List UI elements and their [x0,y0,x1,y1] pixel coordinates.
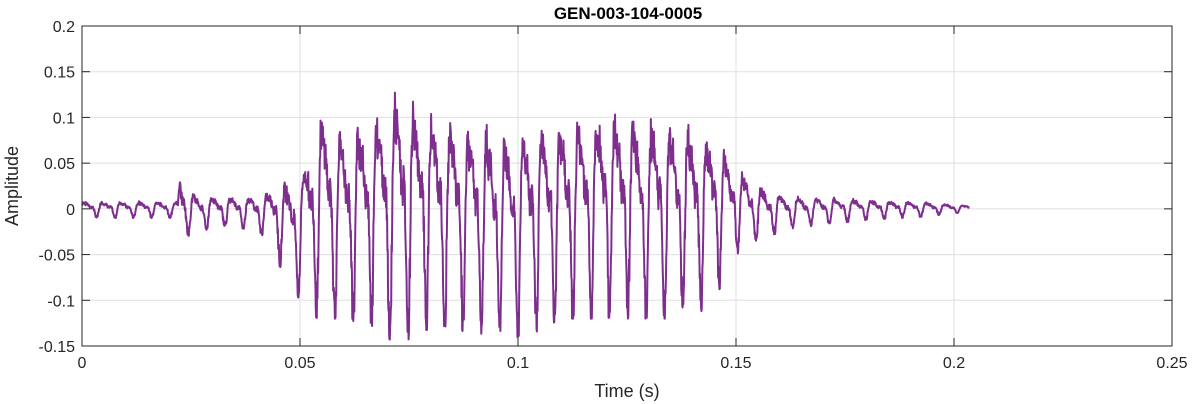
y-tick-label: 0.05 [44,156,75,173]
y-tick-label: 0.1 [53,110,75,127]
x-tick-label: 0.15 [720,355,751,372]
y-tick-label: -0.05 [39,248,76,265]
x-tick-label: 0 [78,355,87,372]
y-axis-label: Amplitude [2,146,22,226]
plot-frame [81,25,1173,347]
waveform-line [81,91,970,341]
x-tick-label: 0.25 [1156,355,1187,372]
x-axis: 0 0.05 0.1 0.15 0.2 0.25 [78,26,1188,372]
y-tick-label: -0.1 [47,293,75,310]
y-tick-label: 0.15 [44,65,75,82]
y-tick-label: 0.2 [53,19,75,36]
x-tick-label: 0.05 [284,355,315,372]
y-axis: -0.15 -0.1 -0.05 0 0.05 0.1 0.15 0.2 [39,19,1172,356]
x-tick-label: 0.2 [943,355,965,372]
y-tick-label: -0.15 [39,339,76,356]
x-axis-label: Time (s) [594,381,659,401]
chart-title: GEN-003-104-0005 [554,4,702,23]
y-tick-label: 0 [66,202,75,219]
series-layer [81,91,970,341]
x-tick-label: 0.1 [507,355,529,372]
